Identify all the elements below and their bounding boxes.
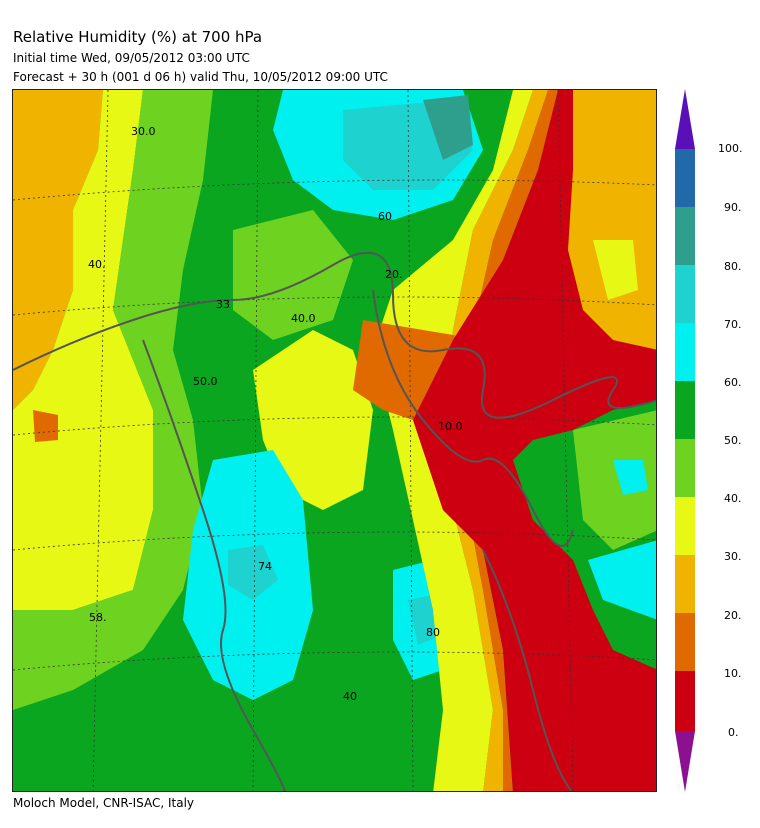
colorbar-label: 0. [728, 726, 739, 739]
colorbar-swatch-50-60 [675, 381, 695, 439]
colorbar-label: 100. [718, 142, 743, 155]
band-60-70-southeast-coast [588, 540, 656, 620]
colorbar-swatch-80-90 [675, 207, 695, 265]
colorbar-swatch-20-30 [675, 555, 695, 613]
band-40-50-east [573, 410, 656, 550]
contour-label: 10.0 [438, 420, 463, 433]
humidity-map-canvas: 30.0 40. 20. 33 40.0 50.0 74 58. 80 10.0… [13, 90, 656, 791]
colorbar-label: 50. [724, 434, 742, 447]
colorbar-label: 90. [724, 201, 742, 214]
colorbar-label: 70. [724, 318, 742, 331]
band-40-50-west [13, 90, 213, 710]
initial-time: Initial time Wed, 09/05/2012 03:00 UTC [13, 51, 250, 65]
colorbar-label: 60. [724, 376, 742, 389]
contour-label: 74 [258, 560, 272, 573]
contour-label: 60 [378, 210, 392, 223]
coastlines [13, 251, 656, 791]
colorbar-swatch-30-40 [675, 497, 695, 555]
band-80-90-north [423, 95, 473, 160]
colorbar-swatch-70-80 [675, 265, 695, 323]
contour-label: 58. [89, 611, 107, 624]
colorbar-label: 20. [724, 609, 742, 622]
contour-label: 40.0 [291, 312, 316, 325]
colorbar [675, 89, 695, 792]
colorbar-under-arrow [675, 731, 695, 792]
contour-label: 80 [426, 626, 440, 639]
band-30-40-center [253, 330, 373, 510]
contour-label: 33 [216, 298, 230, 311]
colorbar-label: 30. [724, 550, 742, 563]
band-40-50-north [233, 210, 353, 340]
colorbar-swatch-0-10 [675, 671, 695, 731]
colorbar-swatch-10-20 [675, 613, 695, 671]
band-20-30-west [13, 90, 103, 410]
forecast-valid-time: Forecast + 30 h (001 d 06 h) valid Thu, … [13, 70, 388, 84]
contour-label: 30.0 [131, 125, 156, 138]
contour-labels: 30.0 40. 20. 33 40.0 50.0 74 58. 80 10.0… [88, 125, 463, 703]
colorbar-swatch-40-50 [675, 439, 695, 497]
band-10-20-west [33, 410, 58, 442]
colorbar-swatch-90-100 [675, 149, 695, 207]
graticule [13, 90, 656, 791]
contour-label: 40 [343, 690, 357, 703]
map-title: Relative Humidity (%) at 700 hPa [13, 28, 263, 46]
band-70-80-south [228, 545, 278, 600]
colorbar-swatch-60-70 [675, 323, 695, 381]
model-credit: Moloch Model, CNR-ISAC, Italy [13, 796, 195, 810]
contour-label: 40. [88, 258, 106, 271]
band-30-40-northeast [593, 240, 638, 300]
band-20-30-east [443, 90, 548, 791]
colorbar-label: 80. [724, 260, 742, 273]
colorbar-label: 10. [724, 667, 742, 680]
band-30-40-west [13, 90, 153, 610]
contour-label: 50.0 [193, 375, 218, 388]
humidity-map: 30.0 40. 20. 33 40.0 50.0 74 58. 80 10.0… [12, 89, 657, 792]
contour-label: 20. [385, 268, 403, 281]
colorbar-over-arrow [675, 89, 695, 149]
band-30-40-east [373, 90, 533, 791]
colorbar-label: 40. [724, 492, 742, 505]
band-60-70-east [613, 460, 648, 495]
